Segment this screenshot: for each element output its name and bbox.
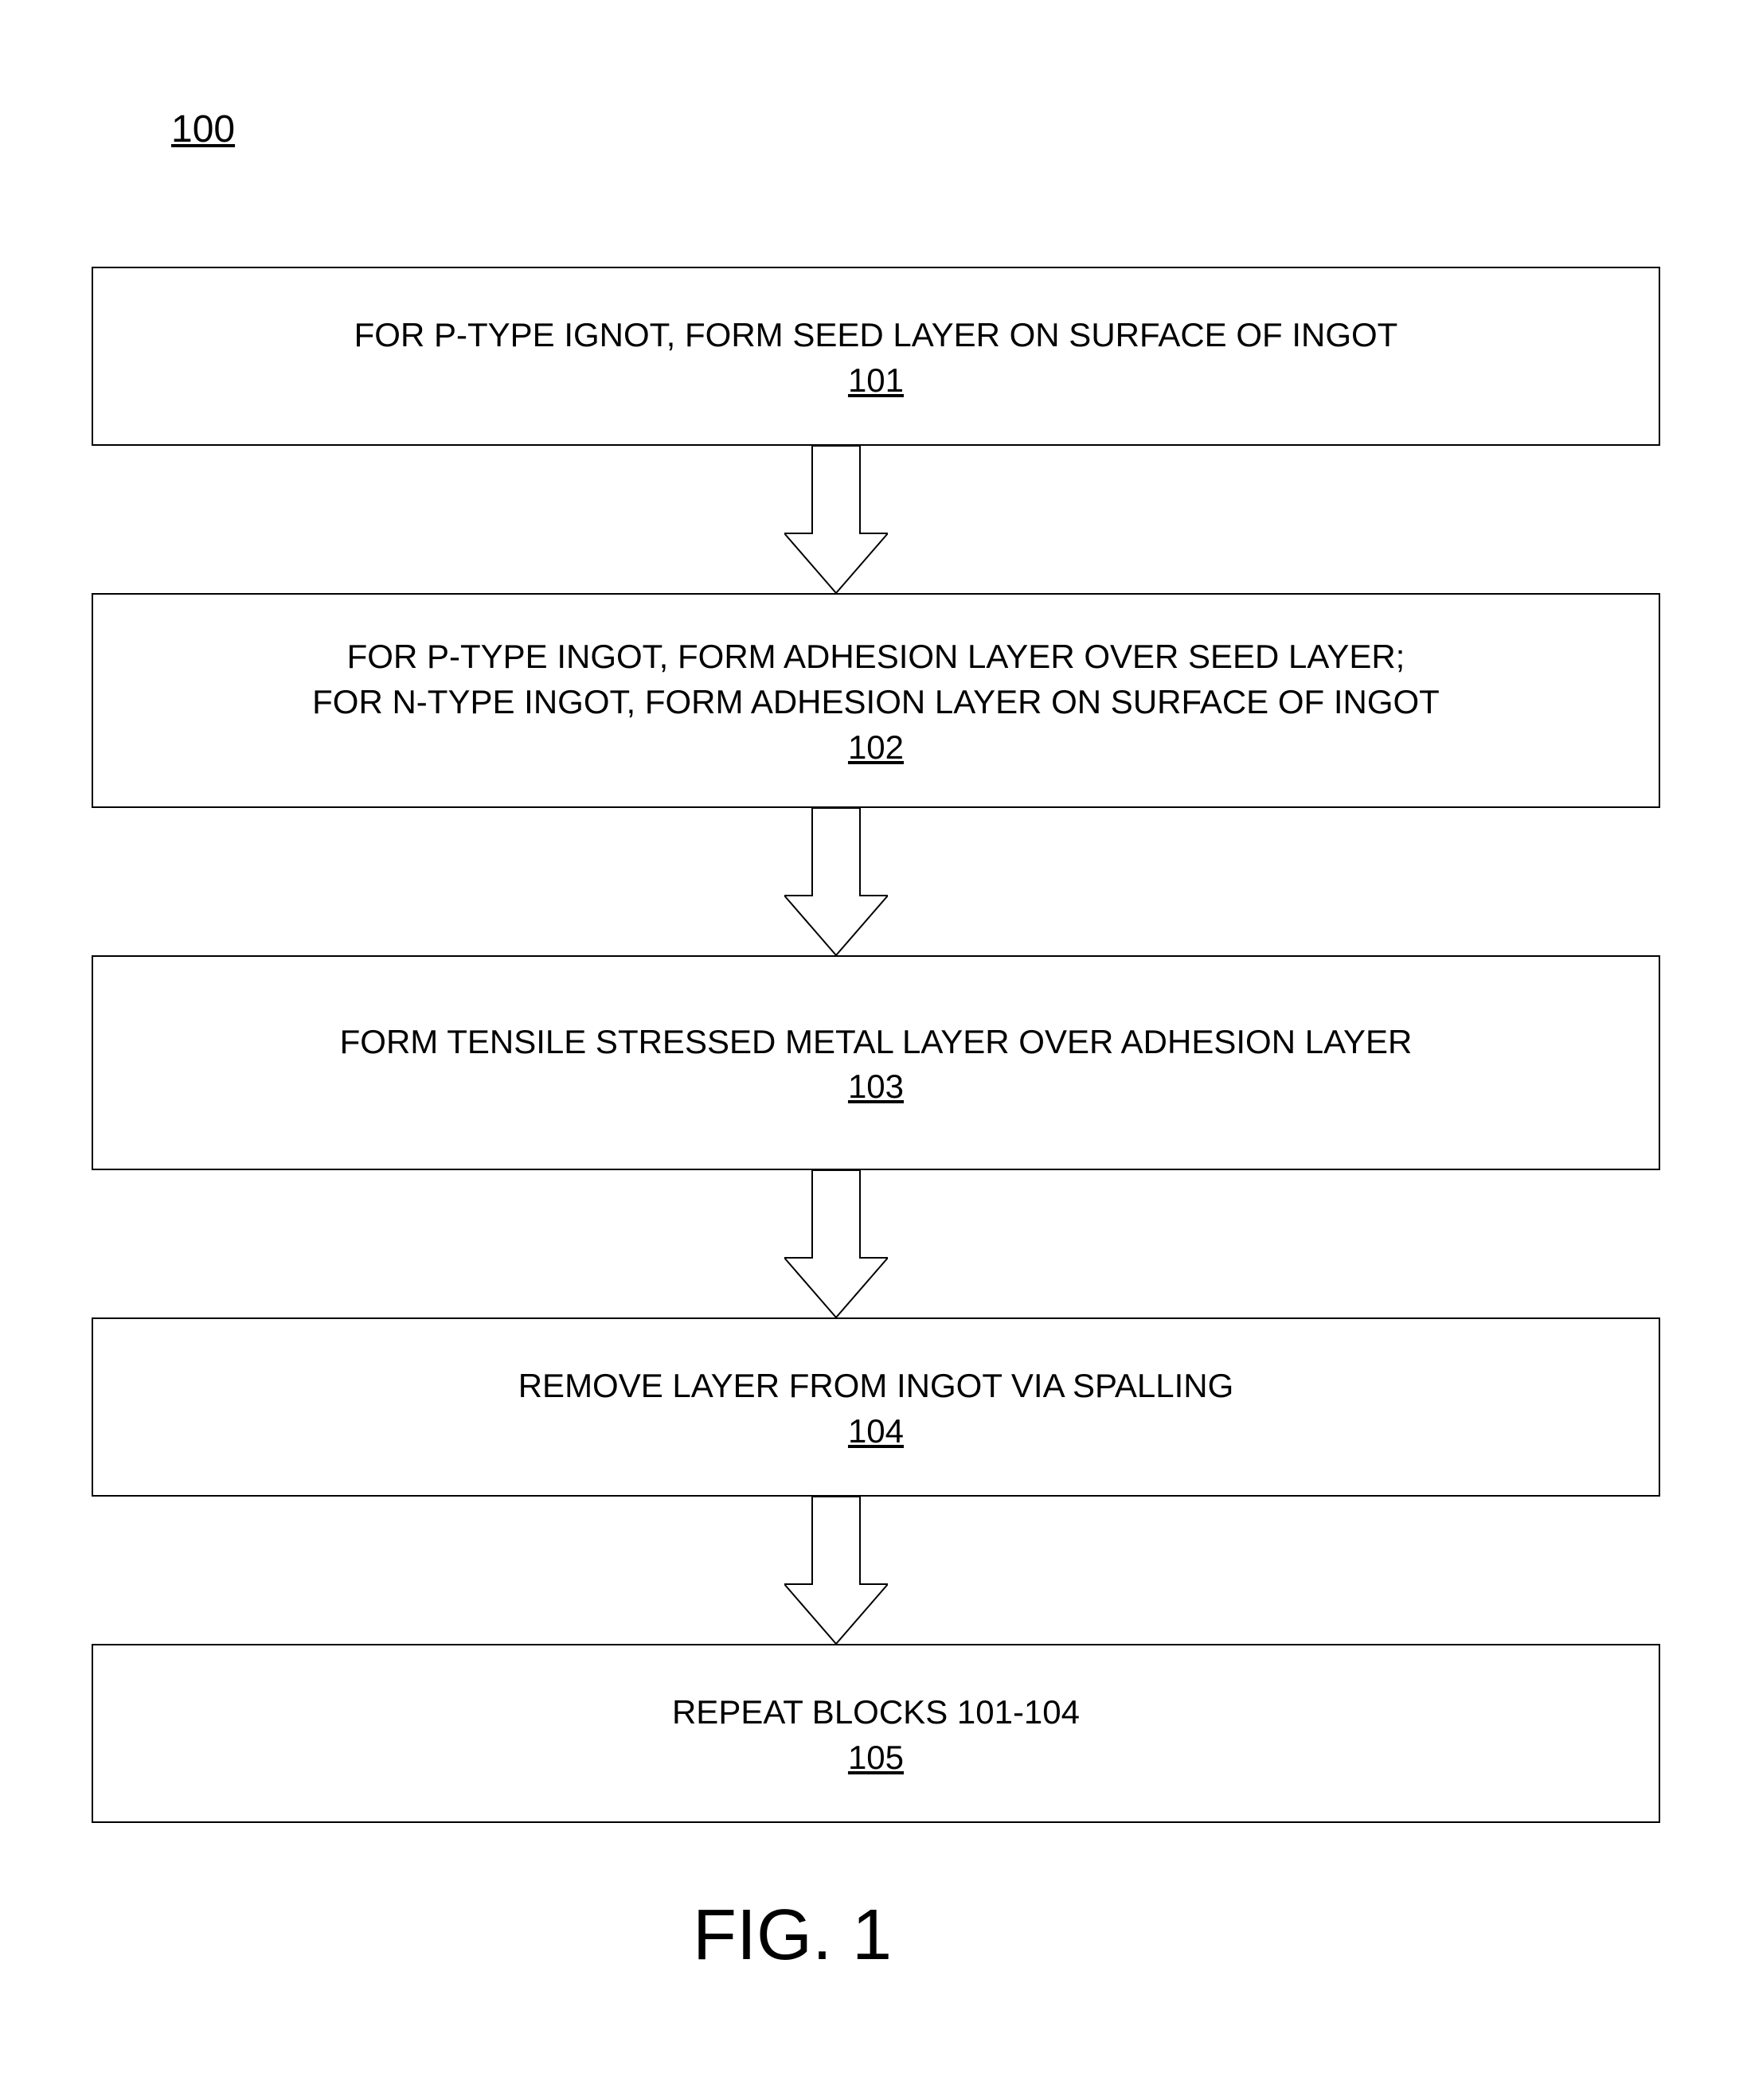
box-text: REMOVE LAYER FROM INGOT VIA SPALLING <box>518 1364 1234 1409</box>
box-line: REMOVE LAYER FROM INGOT VIA SPALLING <box>518 1364 1234 1409</box>
box-line: FOR N-TYPE INGOT, FORM ADHESION LAYER ON… <box>312 680 1440 725</box>
flow-arrow-4 <box>784 1497 888 1648</box>
box-line: FORM TENSILE STRESSED METAL LAYER OVER A… <box>340 1020 1413 1065</box>
box-line: FOR P-TYPE IGNOT, FORM SEED LAYER ON SUR… <box>354 313 1398 358</box>
box-number: 105 <box>848 1739 904 1777</box>
figure-number: 100 <box>171 107 235 151</box>
box-text: FOR P-TYPE IGNOT, FORM SEED LAYER ON SUR… <box>354 313 1398 358</box>
flow-box-105: REPEAT BLOCKS 101-104 105 <box>92 1644 1660 1823</box>
box-number: 104 <box>848 1412 904 1450</box>
flow-box-102: FOR P-TYPE INGOT, FORM ADHESION LAYER OV… <box>92 593 1660 808</box>
box-number: 102 <box>848 728 904 767</box>
flow-arrow-3 <box>784 1170 888 1321</box>
box-text: FOR P-TYPE INGOT, FORM ADHESION LAYER OV… <box>312 634 1440 724</box>
flow-box-101: FOR P-TYPE IGNOT, FORM SEED LAYER ON SUR… <box>92 267 1660 446</box>
flow-arrow-2 <box>784 808 888 959</box>
flow-box-103: FORM TENSILE STRESSED METAL LAYER OVER A… <box>92 955 1660 1170</box>
flow-arrow-1 <box>784 446 888 597</box>
flow-box-104: REMOVE LAYER FROM INGOT VIA SPALLING 104 <box>92 1317 1660 1497</box>
box-text: REPEAT BLOCKS 101-104 <box>672 1690 1080 1735</box>
box-number: 101 <box>848 361 904 400</box>
box-line: REPEAT BLOCKS 101-104 <box>672 1690 1080 1735</box>
box-line: FOR P-TYPE INGOT, FORM ADHESION LAYER OV… <box>312 634 1440 680</box>
box-text: FORM TENSILE STRESSED METAL LAYER OVER A… <box>340 1020 1413 1065</box>
flowchart-diagram: 100 FOR P-TYPE IGNOT, FORM SEED LAYER ON… <box>0 0 1751 2100</box>
figure-title: FIG. 1 <box>693 1895 892 1977</box>
box-number: 103 <box>848 1068 904 1106</box>
